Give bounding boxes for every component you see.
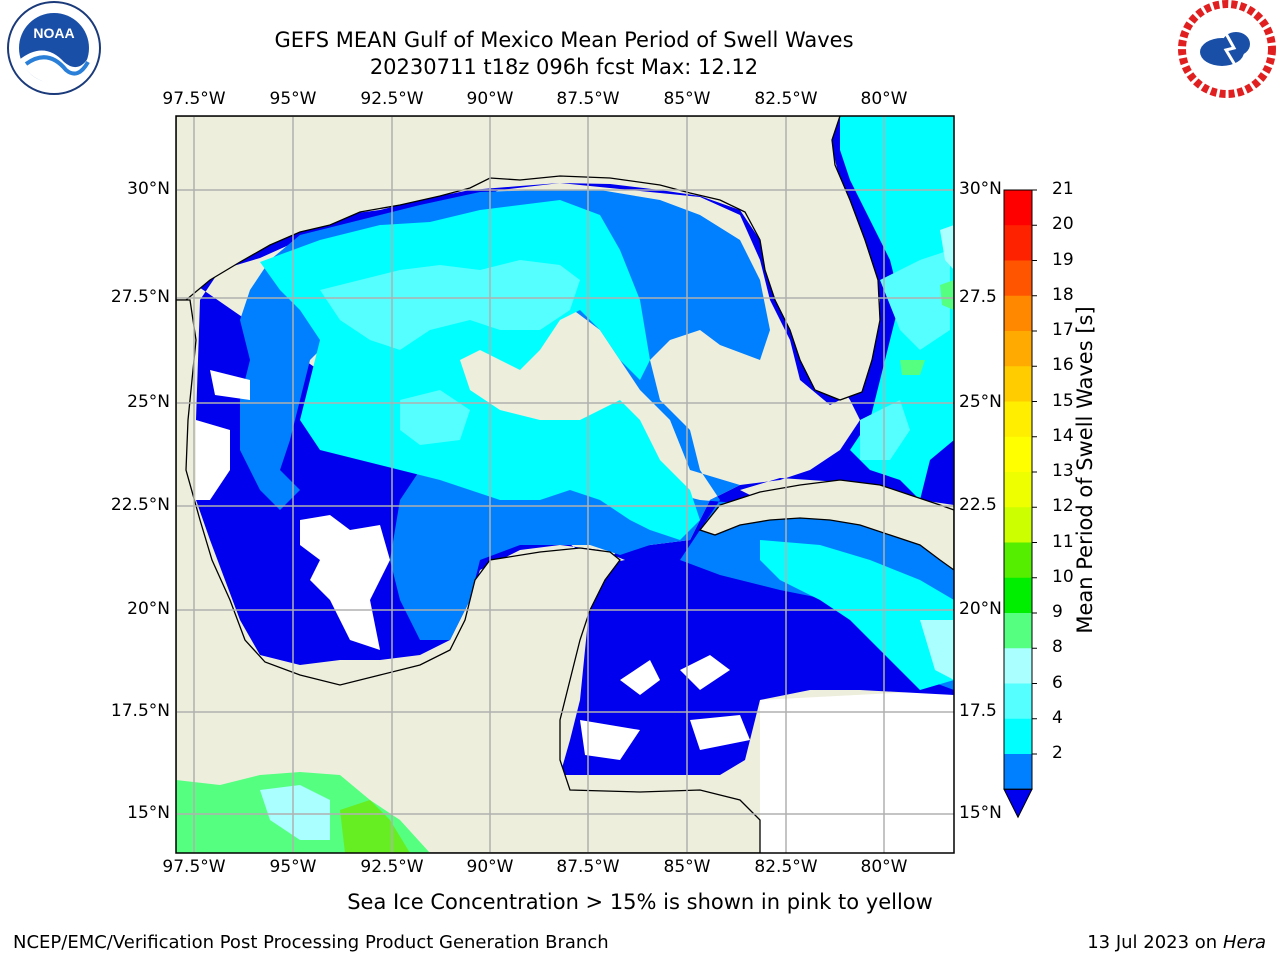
lon-label-bottom: 95°W	[269, 857, 317, 877]
footer-date: 13 Jul 2023 on Hera	[1087, 932, 1266, 953]
colorbar-tick-label: 6	[1052, 672, 1063, 693]
colorbar-segment	[1004, 331, 1032, 367]
colorbar-segment	[1004, 260, 1032, 297]
chart-title: GEFS MEAN Gulf of Mexico Mean Period of …	[274, 28, 854, 52]
colorbar-tick-label: 18	[1052, 284, 1074, 305]
lat-label-left: 25°N	[127, 392, 170, 412]
lon-label-bottom: 80°W	[860, 857, 908, 877]
noaa-logo: NOAA	[7, 1, 101, 95]
footer-date-text: 13 Jul 2023 on	[1087, 932, 1223, 953]
colorbar-segment	[1004, 718, 1032, 755]
lat-label-right: 30°N	[959, 179, 1002, 199]
lon-label-bottom: 82.5°W	[754, 857, 818, 877]
sea-ice-caption: Sea Ice Concentration > 15% is shown in …	[347, 890, 933, 914]
colorbar-tick-label: 16	[1052, 355, 1074, 376]
footer-host: Hera	[1222, 932, 1266, 953]
swell-level-8-9	[320, 250, 950, 460]
swell-level-10-11	[900, 280, 954, 375]
colorbar-frame	[1003, 189, 1033, 790]
lat-label-right: 15°N	[959, 803, 1002, 823]
colorbar-segment	[1004, 613, 1032, 649]
lat-label-left: 22.5°N	[110, 495, 170, 515]
swell-level-9-10	[920, 225, 954, 680]
lat-label-right: 17.5	[959, 701, 997, 721]
lon-label-top: 97.5°W	[162, 89, 226, 109]
ocean-no-data	[580, 655, 750, 760]
lon-label-top: 80°W	[860, 89, 908, 109]
swell-pacific-8-9	[260, 785, 330, 840]
colorbar-tick-label: 21	[1052, 179, 1074, 199]
lon-label-top: 95°W	[269, 89, 317, 109]
colorbar-tick-label: 2	[1052, 743, 1063, 763]
colorbar-tick-label: 10	[1052, 566, 1074, 587]
chart-subtitle: 20230711 t18z 096h fcst Max: 12.12	[369, 55, 759, 79]
lat-label-left: 20°N	[127, 599, 170, 619]
lat-label-right: 20°N	[959, 599, 1002, 619]
lat-label-right: 27.5	[959, 287, 997, 307]
svg-text:NOAA: NOAA	[33, 25, 74, 41]
colorbar-segment	[1004, 542, 1032, 579]
land-cuba	[698, 479, 954, 571]
map-content	[176, 116, 954, 853]
swell-level-6-8	[260, 116, 954, 690]
land-north	[176, 116, 881, 401]
nws-logo	[1178, 0, 1276, 98]
lon-label-top: 85°W	[663, 89, 711, 109]
colorbar-segment	[1004, 401, 1032, 438]
colorbar-tick-label: 8	[1052, 637, 1063, 658]
lat-label-left: 15°N	[127, 803, 170, 823]
ocean-no-data	[196, 370, 390, 650]
lon-label-bottom: 87.5°W	[556, 857, 620, 877]
colorbar-segment	[1004, 190, 1032, 226]
lon-label-top: 92.5°W	[360, 89, 424, 109]
colorbar-segment	[1004, 648, 1032, 685]
map-frame	[175, 115, 955, 854]
colorbar-segment	[1004, 754, 1032, 790]
lon-label-bottom: 97.5°W	[162, 857, 226, 877]
colorbar-tick-label: 17	[1052, 320, 1074, 340]
colorbar-tick-label: 15	[1052, 390, 1074, 411]
colorbar-segment	[1004, 683, 1032, 720]
lon-label-top: 82.5°W	[754, 89, 818, 109]
colorbar-segment	[1004, 577, 1032, 614]
colorbar-segment	[1004, 472, 1032, 508]
colorbar-extend-arrow	[1003, 788, 1033, 819]
colorbar-tick-label: 13	[1052, 461, 1074, 481]
colorbar	[1003, 189, 1037, 819]
colorbar-tick-label: 4	[1052, 707, 1063, 728]
colorbar-tick-label: 19	[1052, 249, 1074, 270]
colorbar-segment	[1004, 225, 1032, 262]
colorbar-label: Mean Period of Swell Waves [s]	[1073, 306, 1097, 634]
colorbar-segment	[1004, 366, 1032, 403]
lon-label-top: 90°W	[466, 89, 514, 109]
colorbar-segment	[1004, 295, 1032, 332]
colorbar-tick-label: 20	[1052, 214, 1074, 235]
lon-label-bottom: 90°W	[466, 857, 514, 877]
lon-label-top: 87.5°W	[556, 89, 620, 109]
lat-label-left: 27.5°N	[110, 287, 170, 307]
lat-label-right: 25°N	[959, 392, 1002, 412]
ocean-no-data	[750, 380, 954, 853]
colorbar-segment	[1004, 436, 1032, 473]
footer-credit: NCEP/EMC/Verification Post Processing Pr…	[13, 932, 609, 953]
lat-label-right: 22.5	[959, 495, 997, 515]
lat-label-left: 17.5°N	[110, 701, 170, 721]
colorbar-tick-label: 9	[1052, 602, 1063, 622]
colorbar-tick-label: 14	[1052, 425, 1074, 446]
colorbar-segment	[1004, 507, 1032, 544]
colorbar-tick-label: 11	[1052, 531, 1074, 552]
colorbar-tick-label: 12	[1052, 496, 1074, 517]
lon-label-bottom: 85°W	[663, 857, 711, 877]
lat-label-left: 30°N	[127, 179, 170, 199]
lon-label-bottom: 92.5°W	[360, 857, 424, 877]
map-gridlines	[176, 116, 954, 853]
